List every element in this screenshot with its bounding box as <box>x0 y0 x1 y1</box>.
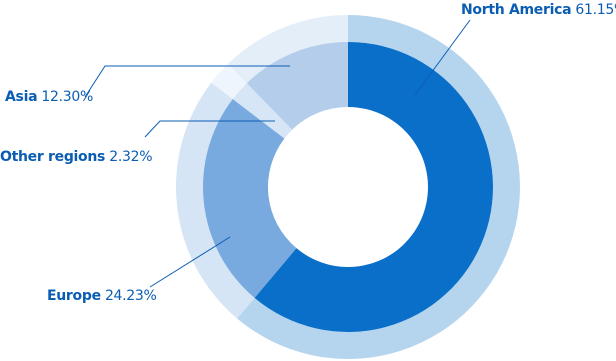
category-name: Asia <box>5 89 37 105</box>
category-name: Europe <box>47 288 101 304</box>
donut-segment <box>246 42 348 130</box>
leader-line <box>144 120 275 138</box>
outer-ring-segment <box>176 82 255 319</box>
donut-segment <box>202 98 297 298</box>
leader-line <box>84 65 290 98</box>
value-label: 24.23% <box>105 288 157 304</box>
slice-label: North America 61.15% <box>461 2 616 18</box>
outer-ring-segment <box>237 15 521 359</box>
leader-line <box>149 236 231 288</box>
slice-label: Europe 24.23% <box>47 288 157 304</box>
value-label: 12.30% <box>41 89 93 105</box>
donut-segment <box>232 83 293 139</box>
slice-label: Asia 12.30% <box>5 89 93 105</box>
donut-segment <box>254 42 494 332</box>
value-label: 61.15% <box>575 2 616 18</box>
category-name: Other regions <box>0 149 105 165</box>
slice-label: Other regions 2.32% <box>0 149 152 165</box>
outer-ring-segment <box>211 63 247 99</box>
leader-line <box>414 19 471 96</box>
category-name: North America <box>461 2 571 18</box>
value-label: 2.32% <box>109 149 152 165</box>
